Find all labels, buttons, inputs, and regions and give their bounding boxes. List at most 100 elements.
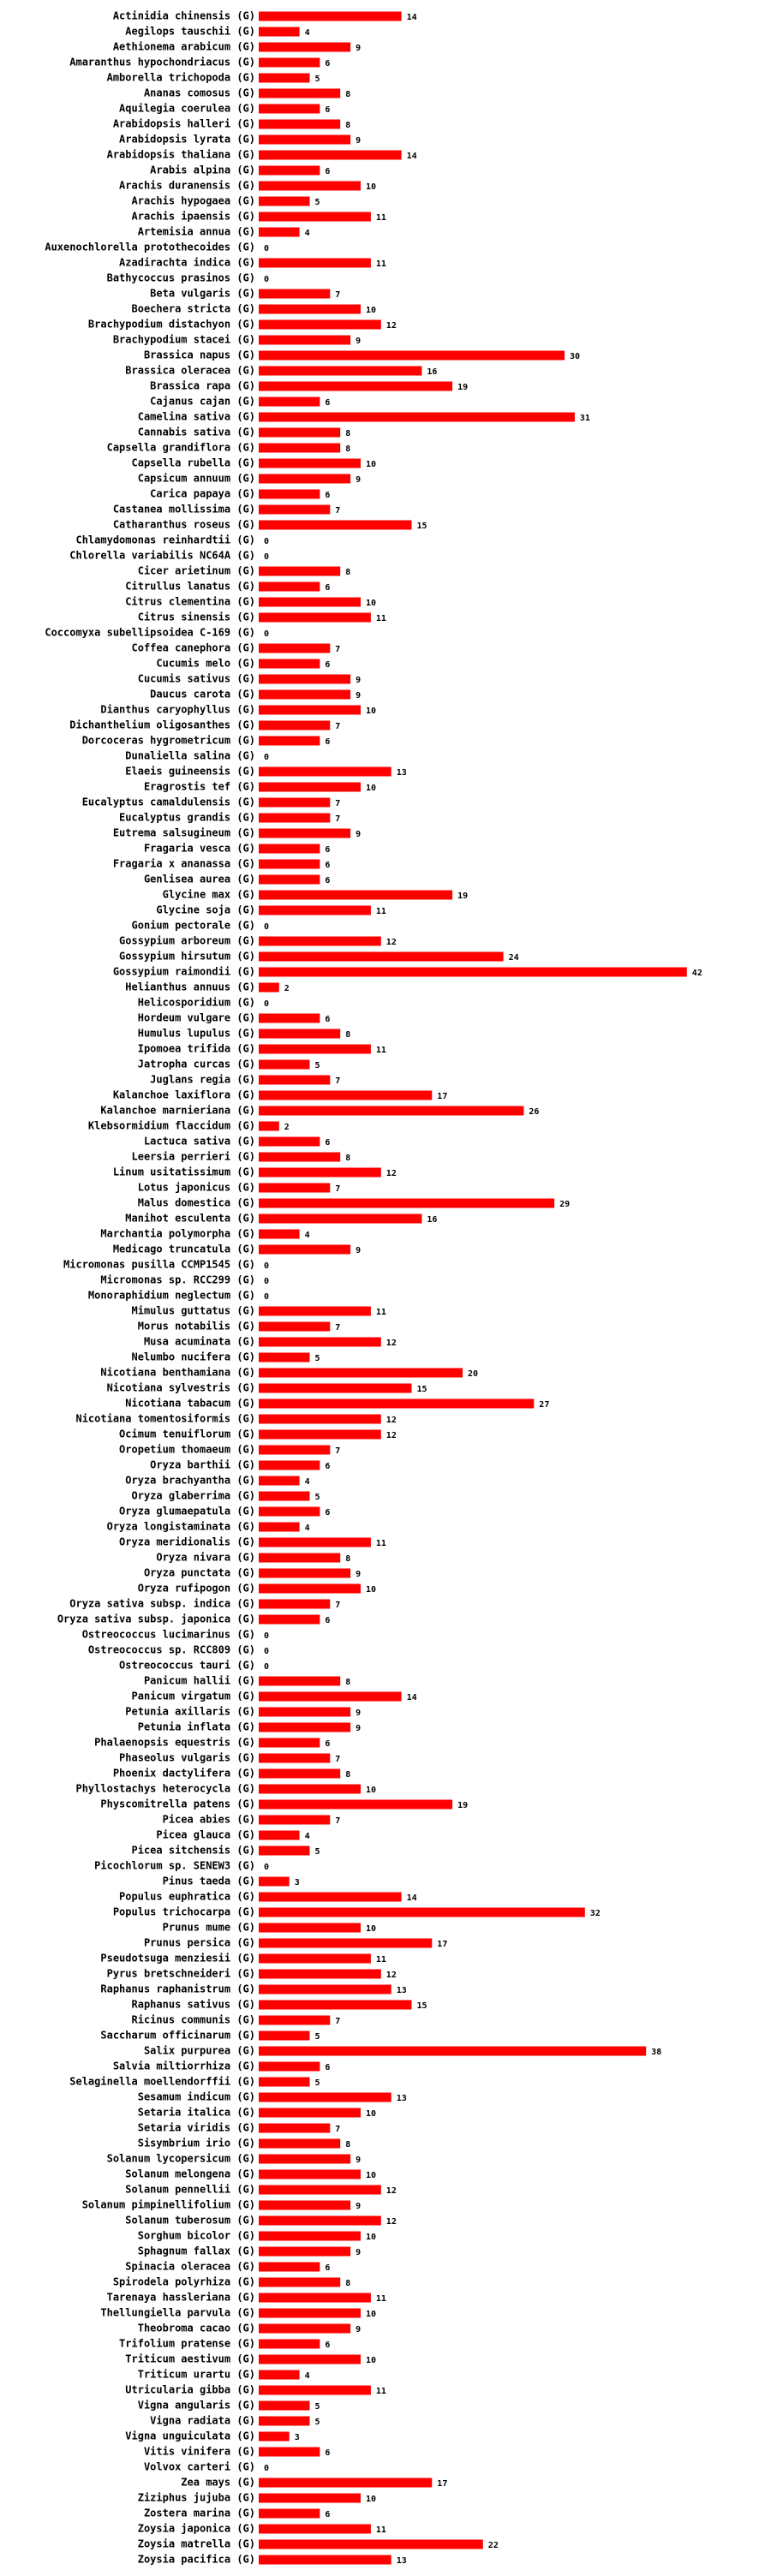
- value-label: 26: [529, 1107, 539, 1117]
- category-label: Micromonas pusilla CCMP1545 (G): [63, 1259, 255, 1271]
- bar: [259, 689, 351, 700]
- value-label: 10: [366, 1585, 376, 1595]
- value-label: 9: [356, 2248, 361, 2257]
- category-label: Aquilegia coerulea (G): [119, 103, 255, 115]
- value-label: 24: [509, 953, 519, 963]
- value-label: 13: [397, 1986, 407, 1995]
- category-label: Medicago truncatula (G): [113, 1243, 255, 1255]
- value-label: 5: [315, 75, 320, 84]
- category-label: Citrus clementina (G): [125, 596, 255, 608]
- value-label: 6: [325, 2448, 330, 2458]
- bar: [259, 705, 361, 715]
- bar: [259, 1614, 320, 1625]
- value-label: 31: [580, 414, 590, 423]
- value-label: 9: [356, 2325, 361, 2334]
- bar: [259, 2447, 320, 2457]
- category-label: Tarenaya hassleriana (G): [107, 2292, 255, 2304]
- value-label: 7: [335, 1446, 340, 1456]
- category-label: Capsella rubella (G): [132, 457, 256, 469]
- bar: [259, 212, 371, 222]
- bar: [259, 581, 320, 592]
- category-label: Dorcoceras hygrometricum (G): [82, 735, 255, 747]
- bar: [259, 2339, 320, 2349]
- category-label: Oryza longistaminata (G): [107, 1521, 255, 1533]
- bar: [259, 1152, 341, 1162]
- category-label: Gossypium arboreum (G): [119, 935, 255, 947]
- bar: [259, 134, 351, 145]
- value-label: 5: [315, 1847, 320, 1857]
- category-label: Thellungiella parvula (G): [100, 2307, 255, 2319]
- category-label: Picea glauca (G): [156, 1829, 255, 1841]
- bar: [259, 1013, 320, 1023]
- value-label: 5: [315, 2078, 320, 2088]
- value-label: 10: [366, 2109, 376, 2119]
- category-label: Oryza glumaepatula (G): [119, 1506, 255, 1518]
- value-label: 13: [397, 768, 407, 778]
- category-label: Solanum tuberosum (G): [125, 2215, 255, 2227]
- bar: [259, 1506, 320, 1517]
- value-label: 12: [386, 1971, 397, 1980]
- category-label: Cajanus cajan (G): [150, 396, 255, 408]
- category-label: Sisymbrium irio (G): [138, 2138, 255, 2150]
- bar: [259, 766, 391, 777]
- value-label: 0: [264, 1863, 269, 1872]
- bar: [259, 782, 361, 792]
- bar: [259, 42, 351, 52]
- bar: [259, 1106, 524, 1116]
- bar: [259, 1136, 320, 1147]
- category-label: Phalaenopsis equestris (G): [94, 1737, 255, 1749]
- category-label: Brachypodium stacei (G): [113, 334, 255, 346]
- value-label: 9: [356, 1724, 361, 1733]
- category-label: Pinus taeda (G): [163, 1875, 255, 1887]
- value-label: 15: [417, 522, 427, 531]
- category-label: Arabidopsis thaliana (G): [107, 149, 255, 161]
- value-label: 7: [335, 722, 340, 731]
- category-label: Oropetium thomaeum (G): [119, 1444, 255, 1456]
- category-label: Manihot esculenta (G): [125, 1213, 255, 1225]
- bar: [259, 1429, 381, 1440]
- category-label: Petunia inflata (G): [138, 1721, 255, 1733]
- value-label: 16: [427, 1215, 437, 1225]
- category-label: Zostera marina (G): [144, 2507, 255, 2519]
- bar: [259, 1352, 310, 1363]
- bar: [259, 1892, 402, 1902]
- category-label: Ipomoea trifida (G): [138, 1043, 255, 1055]
- category-label: Nicotiana benthamiana (G): [100, 1367, 255, 1379]
- value-label: 7: [335, 1816, 340, 1826]
- category-label: Marchantia polymorpha (G): [100, 1228, 255, 1240]
- bar: [259, 720, 331, 730]
- bar: [259, 2123, 331, 2133]
- value-label: 17: [437, 1940, 447, 1949]
- category-label: Glycine soja (G): [156, 904, 255, 916]
- value-label: 8: [345, 2140, 350, 2150]
- value-label: 8: [345, 90, 350, 99]
- category-label: Lotus japonicus (G): [138, 1182, 255, 1194]
- value-label: 15: [417, 1385, 427, 1394]
- value-label: 10: [366, 784, 376, 793]
- category-label: Vigna radiata (G): [150, 2415, 255, 2427]
- category-label: Auxenochlorella protothecoides (G): [45, 242, 255, 253]
- category-label: Arachis ipaensis (G): [132, 211, 256, 223]
- bar: [259, 27, 300, 37]
- value-label: 4: [305, 1231, 310, 1240]
- category-label: Carica papaya (G): [150, 488, 255, 500]
- category-label: Arabidopsis halleri (G): [113, 118, 255, 130]
- value-label: 7: [335, 1076, 340, 1086]
- bar: [259, 612, 371, 623]
- bar: [259, 1229, 300, 1239]
- category-label: Salix purpurea (G): [144, 2045, 255, 2057]
- category-label: Sphagnum fallax (G): [138, 2245, 255, 2257]
- category-label: Capsicum annuum (G): [138, 473, 255, 485]
- category-label: Saccharum officinarum (G): [100, 2030, 255, 2042]
- bar: [259, 1476, 300, 1486]
- bar: [259, 1306, 371, 1316]
- category-label: Ananas comosus (G): [144, 87, 255, 99]
- value-label: 10: [366, 2310, 376, 2319]
- value-label: 6: [325, 2063, 330, 2072]
- value-label: 10: [366, 2356, 376, 2365]
- value-label: 6: [325, 2340, 330, 2350]
- bar: [259, 659, 320, 669]
- category-label: Picea sitchensis (G): [132, 1845, 256, 1857]
- value-label: 11: [376, 907, 386, 916]
- category-label: Vitis vinifera (G): [144, 2446, 255, 2458]
